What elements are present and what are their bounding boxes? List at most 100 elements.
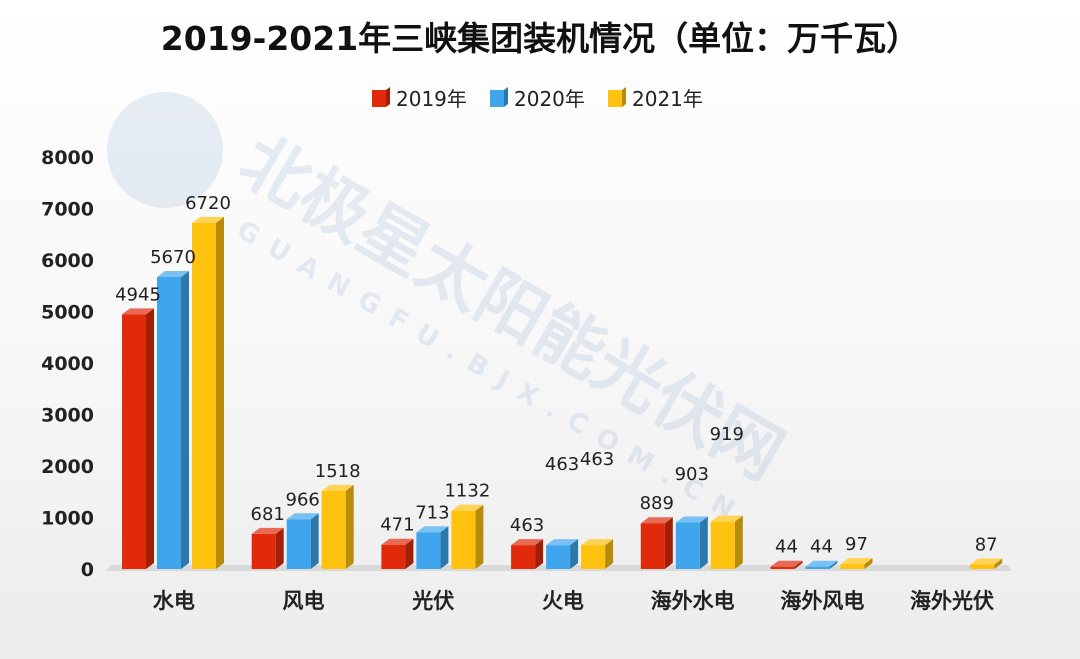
bar-front [251,533,276,569]
bar-front [321,490,346,569]
bar-side [440,526,449,569]
legend-swatch-side [386,87,390,107]
bar-side [310,513,319,569]
bar-front [710,521,735,569]
data-label: 4945 [115,284,161,305]
bar [581,539,614,569]
y-tick-label: 3000 [41,405,94,427]
bar-side [146,308,154,569]
data-label: 44 [810,537,833,558]
bar-top [581,539,614,546]
bar [321,484,354,569]
bar-top [416,526,449,533]
bar-top [157,270,189,277]
legend-swatch-side [622,87,626,107]
bar-front [581,545,606,569]
bar [416,526,449,569]
bar [970,558,1003,569]
bar-top [805,560,838,567]
bar-side [570,539,579,569]
x-category-label: 海外水电 [651,589,735,613]
legend-swatch-side [504,87,508,107]
bar-front [286,519,311,569]
legend-swatch [372,90,386,107]
bar [451,504,484,569]
bar-side [405,538,414,569]
chart-title: 2019-2021年三峡集团装机情况（单位：万千瓦） [161,19,919,58]
bar-side [734,515,743,569]
y-tick-label: 4000 [41,353,94,375]
bar-side [829,560,838,569]
bar [546,539,579,569]
x-category-label: 火电 [542,589,584,613]
data-label: 6720 [185,193,231,214]
data-label: 44 [775,537,798,558]
bar-top [451,504,484,511]
bar-side [535,539,544,569]
bar-top [511,539,544,546]
data-label: 1132 [444,481,490,502]
x-category-label: 水电 [153,589,195,613]
y-tick-label: 1000 [41,508,94,530]
x-category-label: 光伏 [411,589,454,613]
bar [675,516,708,569]
bar-front [805,566,830,569]
legend-label: 2021年 [632,87,703,111]
legend-swatch [490,90,504,107]
bar [710,515,743,569]
bar-side [345,484,354,569]
bar-side [664,517,673,569]
bar-side [864,558,873,569]
bar-top [122,308,154,315]
bar [286,513,319,569]
bar-top [970,558,1003,565]
bar [805,560,838,569]
bar [251,527,284,569]
y-axis: 0 1000 2000 3000 4000 5000 6000 7000 8000 [41,147,94,581]
bar-front [157,276,181,569]
bar-top [546,539,579,546]
bar-front [122,314,146,569]
data-label: 966 [286,489,320,510]
bar-front [675,522,700,569]
bar-side [275,527,284,569]
y-tick-label: 8000 [41,147,94,169]
legend-item: 2021年 [608,87,703,111]
data-label: 903 [675,464,709,485]
data-label: 97 [845,534,868,555]
y-tick-label: 5000 [41,302,94,324]
bar-top [675,516,708,523]
data-label: 471 [380,515,414,536]
bar-front [970,564,995,569]
bar-front [192,222,216,570]
legend-label: 2019年 [396,87,467,111]
data-label: 463 [510,515,544,536]
bar-front [451,510,476,569]
data-label: 919 [710,424,744,445]
legend: 2019年 2020年 2021年 [372,87,703,111]
y-tick-label: 2000 [41,456,94,478]
x-category-label: 海外风电 [780,589,864,613]
bar-top [840,558,873,565]
x-category-label: 风电 [283,589,325,613]
bar-top [286,513,319,520]
bar-front [546,545,571,569]
bar [157,270,189,569]
bar [511,539,544,569]
bar-top [710,515,743,522]
bar-side [699,516,708,569]
x-category-label: 海外光伏 [910,589,994,613]
x-axis: 水电 风电 光伏 火电 海外水电 海外风电 海外光伏 [153,589,994,613]
bar-side [794,560,803,569]
y-tick-label: 6000 [41,250,94,272]
bar-side [475,504,484,569]
bar [840,558,873,569]
legend-item: 2019年 [372,87,467,111]
bar [640,517,673,569]
watermark-logo-icon [107,92,223,208]
bar-front [770,566,795,569]
data-label: 889 [640,493,674,514]
legend-swatch [608,90,622,107]
